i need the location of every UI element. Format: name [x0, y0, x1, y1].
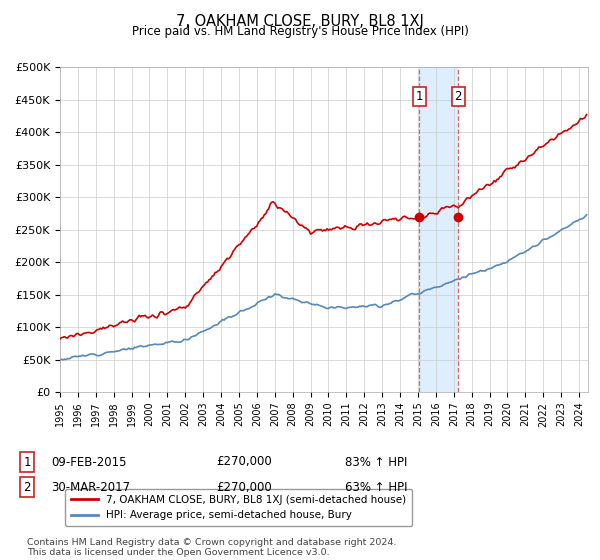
- Text: 30-MAR-2017: 30-MAR-2017: [51, 480, 130, 494]
- Text: 1: 1: [23, 455, 31, 469]
- Text: 09-FEB-2015: 09-FEB-2015: [51, 455, 127, 469]
- Text: Price paid vs. HM Land Registry's House Price Index (HPI): Price paid vs. HM Land Registry's House …: [131, 25, 469, 38]
- Text: 1: 1: [416, 90, 423, 103]
- Text: 2: 2: [454, 90, 462, 103]
- Text: 63% ↑ HPI: 63% ↑ HPI: [345, 480, 407, 494]
- Bar: [419, 67, 458, 392]
- Text: 7, OAKHAM CLOSE, BURY, BL8 1XJ: 7, OAKHAM CLOSE, BURY, BL8 1XJ: [176, 14, 424, 29]
- Legend: 7, OAKHAM CLOSE, BURY, BL8 1XJ (semi-detached house), HPI: Average price, semi-d: 7, OAKHAM CLOSE, BURY, BL8 1XJ (semi-det…: [65, 489, 412, 526]
- Text: £270,000: £270,000: [216, 455, 272, 469]
- Text: 83% ↑ HPI: 83% ↑ HPI: [345, 455, 407, 469]
- Text: Contains HM Land Registry data © Crown copyright and database right 2024.
This d: Contains HM Land Registry data © Crown c…: [27, 538, 397, 557]
- Text: £270,000: £270,000: [216, 480, 272, 494]
- Text: 2: 2: [23, 480, 31, 494]
